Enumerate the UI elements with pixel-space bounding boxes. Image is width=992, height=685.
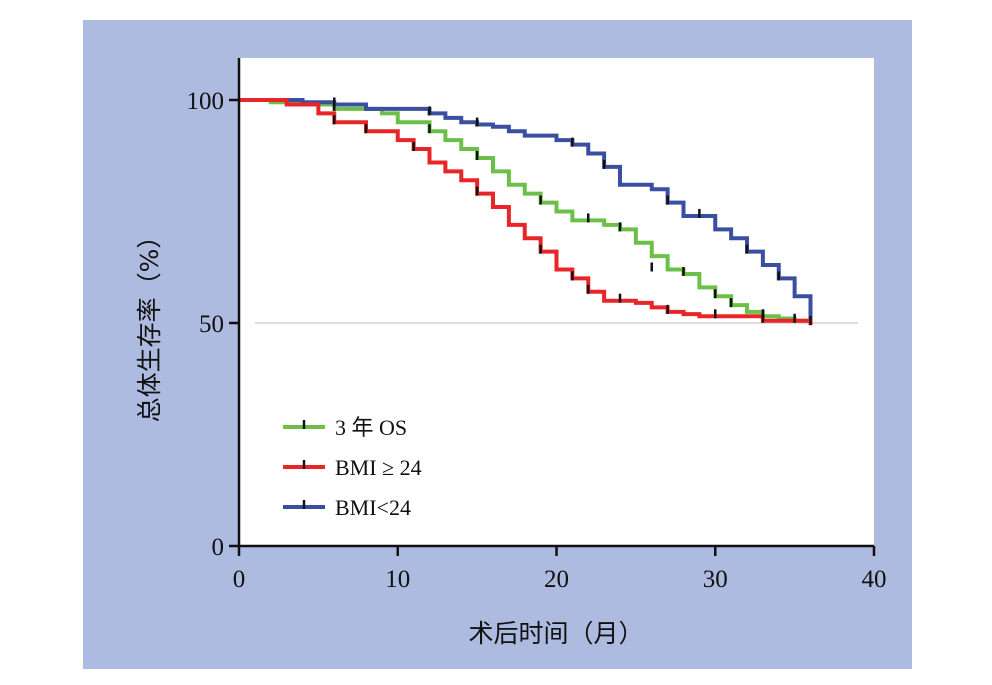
x-tick-label: 40 xyxy=(862,566,887,593)
x-axis-title: 术后时间（月） xyxy=(468,619,643,648)
series-line-0 xyxy=(239,98,813,323)
legend: 3 年 OS BMI ≥ 24 BMI<24 xyxy=(283,415,422,520)
x-tick-label: 10 xyxy=(385,566,410,593)
legend-label: BMI ≥ 24 xyxy=(335,455,422,480)
tick-layer: 0 10 20 30 40 0 50 100 xyxy=(187,88,887,593)
figure-panel: 0 10 20 30 40 0 50 100 总体生存率（%） 术后时间（月） 3 年 OS B… xyxy=(83,20,912,669)
y-tick-label: 50 xyxy=(199,311,224,338)
x-tick-label: 20 xyxy=(544,566,569,593)
survival-chart: 0 10 20 30 40 0 50 100 总体生存率（%） 术后时间（月） 3 年 OS B… xyxy=(83,20,912,669)
x-tick-label: 30 xyxy=(703,566,728,593)
x-tick-label: 0 xyxy=(233,566,246,593)
y-tick-label: 0 xyxy=(212,534,225,561)
y-axis-title: 总体生存率（%） xyxy=(135,224,164,423)
series-layer xyxy=(239,97,813,326)
legend-label: 3 年 OS xyxy=(335,415,407,440)
y-tick-label: 100 xyxy=(187,88,225,115)
legend-label: BMI<24 xyxy=(335,495,411,520)
